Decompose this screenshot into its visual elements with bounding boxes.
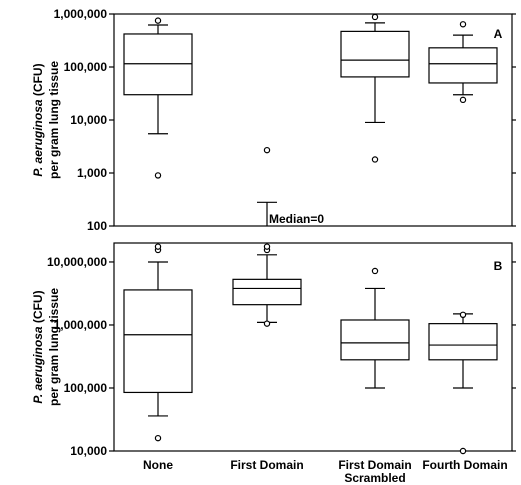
plot-frame bbox=[113, 242, 513, 452]
y-tick-label: 10,000 bbox=[70, 113, 107, 127]
box-iqr bbox=[340, 319, 410, 361]
y-axis-label: P. aeruginosa (CFU) bbox=[31, 290, 45, 403]
box-group bbox=[123, 243, 193, 442]
y-tick-label: 100,000 bbox=[64, 381, 108, 395]
x-tick-label: Scrambled bbox=[344, 471, 405, 485]
box-group bbox=[428, 21, 498, 104]
outlier-point bbox=[459, 311, 467, 319]
y-tick-label: 10,000,000 bbox=[47, 255, 107, 269]
outlier-point bbox=[263, 146, 271, 154]
box-group bbox=[232, 243, 302, 327]
y-tick-label: 1,000,000 bbox=[54, 318, 108, 332]
outlier-point bbox=[459, 96, 467, 104]
panel-label: A bbox=[494, 27, 503, 41]
outlier-point bbox=[459, 21, 467, 28]
y-tick-label: 100 bbox=[87, 219, 107, 233]
outlier-point bbox=[154, 434, 162, 442]
x-tick-label: First Domain bbox=[230, 458, 303, 472]
box-iqr bbox=[340, 30, 410, 78]
x-tick-label: First Domain bbox=[338, 458, 411, 472]
y-tick-label: 100,000 bbox=[64, 60, 108, 74]
outlier-point bbox=[154, 17, 162, 24]
outlier-point bbox=[371, 13, 379, 21]
y-axis-label-line2: per gram lung tissue bbox=[47, 61, 61, 179]
box-iqr bbox=[123, 289, 193, 394]
panel-b: 10,000 100,000 1,000,000 10,000,000 B P. aeru… bbox=[31, 242, 516, 458]
box-iqr bbox=[232, 278, 302, 306]
y-axis-label-line2: per gram lung tissue bbox=[47, 288, 61, 406]
box-group bbox=[123, 17, 193, 179]
outlier-point bbox=[371, 267, 379, 275]
panel-a: 100 1,000 10,000 100,000 1,000,000 A P. aerugi… bbox=[31, 7, 516, 233]
box-group bbox=[340, 13, 410, 163]
y-tick-label: 10,000 bbox=[70, 444, 107, 458]
y-tick-label: 1,000,000 bbox=[54, 7, 108, 21]
box-group bbox=[428, 311, 498, 455]
outlier-point bbox=[459, 447, 467, 455]
box-group bbox=[340, 267, 410, 389]
outlier-point bbox=[263, 320, 271, 327]
outlier-point bbox=[154, 172, 162, 179]
x-tick-label: Fourth Domain bbox=[422, 458, 507, 472]
median-annotation: Median=0 bbox=[269, 212, 324, 226]
y-axis-label: P. aeruginosa (CFU) bbox=[31, 63, 45, 176]
y-tick-label: 1,000 bbox=[77, 166, 107, 180]
outlier-point bbox=[263, 243, 271, 250]
x-axis-labels: None First Domain First DomainScrambledFou… bbox=[143, 458, 508, 485]
panel-label: B bbox=[494, 259, 503, 273]
box-iqr bbox=[428, 47, 498, 84]
box-iqr bbox=[428, 323, 498, 361]
outlier-point bbox=[371, 156, 379, 163]
box-group bbox=[257, 146, 277, 226]
x-tick-label: None bbox=[143, 458, 173, 472]
outlier-point bbox=[154, 243, 162, 250]
